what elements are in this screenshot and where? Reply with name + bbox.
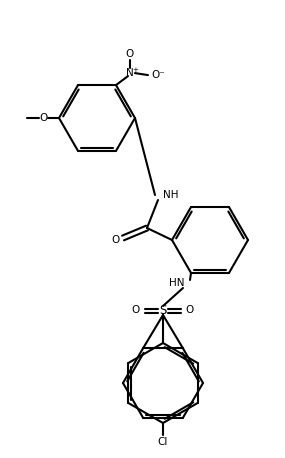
- Text: HN: HN: [170, 278, 185, 288]
- Text: O: O: [126, 49, 134, 59]
- Text: Cl: Cl: [158, 437, 168, 447]
- Text: +: +: [132, 67, 138, 73]
- Text: O⁻: O⁻: [151, 70, 165, 80]
- Text: N: N: [126, 68, 134, 78]
- Text: O: O: [111, 235, 119, 245]
- Text: NH: NH: [163, 190, 178, 200]
- Text: S: S: [159, 304, 167, 316]
- Text: O: O: [39, 113, 47, 123]
- Text: O: O: [186, 305, 194, 315]
- Text: O: O: [132, 305, 140, 315]
